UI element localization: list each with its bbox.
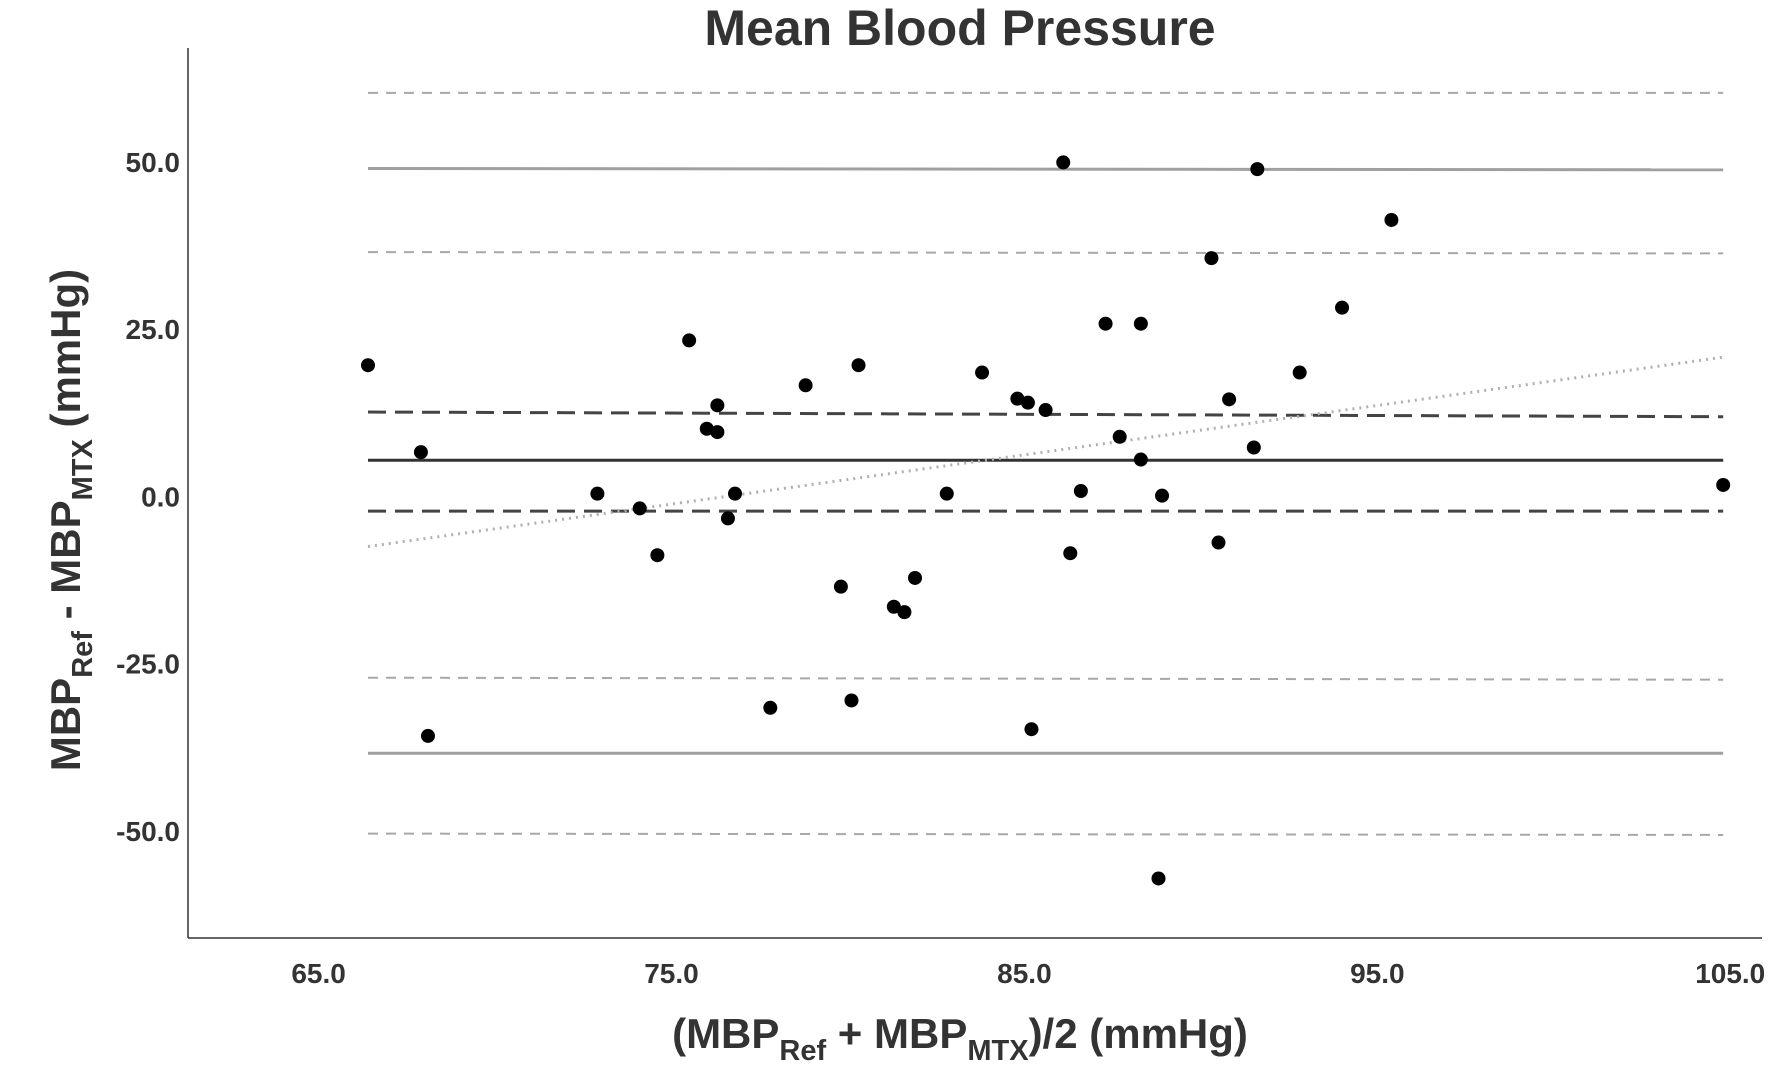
y-axis-label-part: MBP (42, 678, 89, 771)
x-axis-label-subscript: Ref (779, 1035, 826, 1067)
y-tick-label: 0.0 (141, 481, 180, 512)
x-axis-label: (MBPRef + MBPMTX)/2 (mmHg) (672, 1010, 1248, 1067)
data-point (632, 501, 647, 516)
upper-loa-line (367, 166, 1724, 172)
data-point (710, 398, 725, 413)
data-point (710, 425, 725, 440)
data-point (650, 548, 665, 563)
y-tick-labels: 50.0 25.0 0.0 -25.0 -50.0 (116, 147, 180, 847)
chart-title: Mean Blood Pressure (704, 0, 1215, 56)
data-point (763, 700, 778, 715)
data-point (728, 486, 743, 501)
data-point (1151, 871, 1166, 886)
data-point (1246, 440, 1261, 455)
data-point (1010, 391, 1025, 406)
data-point (1292, 365, 1307, 380)
data-point (1098, 316, 1113, 331)
data-point (1155, 488, 1170, 503)
data-point (1056, 155, 1071, 170)
data-point (1038, 403, 1053, 418)
data-point (1133, 316, 1148, 331)
x-axis-label-part: (MBP (672, 1010, 779, 1057)
data-point (1250, 162, 1265, 177)
data-point (1211, 535, 1226, 550)
data-point (1222, 392, 1237, 407)
data-point (897, 605, 912, 620)
x-tick-label: 85.0 (997, 958, 1052, 989)
y-axis-label: MBPRef - MBPMTX (mmHg) (42, 269, 99, 771)
data-point (886, 599, 901, 614)
x-tick-label: 65.0 (291, 958, 346, 989)
y-tick-label: 25.0 (126, 314, 181, 345)
data-point (1112, 429, 1127, 444)
y-tick-label: -25.0 (116, 649, 180, 680)
x-tick-label: 95.0 (1350, 958, 1405, 989)
data-point (833, 579, 848, 594)
data-point (1063, 546, 1078, 561)
x-axis-label-part: )/2 (mmHg) (1029, 1010, 1248, 1057)
data-point (844, 693, 859, 708)
data-point (360, 358, 375, 373)
data-point (975, 365, 990, 380)
data-point (682, 333, 697, 348)
y-tick-label: -50.0 (116, 816, 180, 847)
x-axis-label-subscript: MTX (967, 1035, 1029, 1067)
y-axis-label-subscript: MTX (67, 439, 99, 501)
regression-line (367, 355, 1724, 549)
x-tick-label: 105.0 (1695, 958, 1765, 989)
data-point (908, 570, 923, 585)
data-point (699, 421, 714, 436)
data-point (1716, 477, 1731, 492)
x-axis-label-part: + MBP (826, 1010, 967, 1057)
data-point (1024, 722, 1039, 737)
data-point (939, 486, 954, 501)
data-point (720, 511, 735, 526)
y-tick-label: 50.0 (126, 147, 181, 178)
data-point (851, 358, 866, 373)
data-point (590, 486, 605, 501)
data-point (413, 445, 428, 460)
data-point (1020, 395, 1035, 410)
lower-loa-ci-lower-line (367, 832, 1724, 836)
y-axis-label-part: - MBP (42, 500, 89, 631)
reference-lines (367, 91, 1724, 836)
lower-loa-ci-upper-line (367, 676, 1724, 681)
data-point (420, 728, 435, 743)
data-point (1204, 251, 1219, 266)
data-point (1384, 212, 1399, 227)
data-point (1335, 300, 1350, 315)
upper-loa-ci-lower-line (367, 251, 1724, 255)
data-point (1073, 483, 1088, 498)
y-axis-label-part: (mmHg) (42, 269, 89, 439)
x-tick-labels: 65.0 75.0 85.0 95.0 105.0 (291, 958, 1765, 989)
data-points (360, 155, 1731, 886)
data-point (1133, 452, 1148, 467)
x-tick-label: 75.0 (644, 958, 699, 989)
data-point (798, 378, 813, 393)
y-axis-label-subscript: Ref (67, 631, 99, 678)
